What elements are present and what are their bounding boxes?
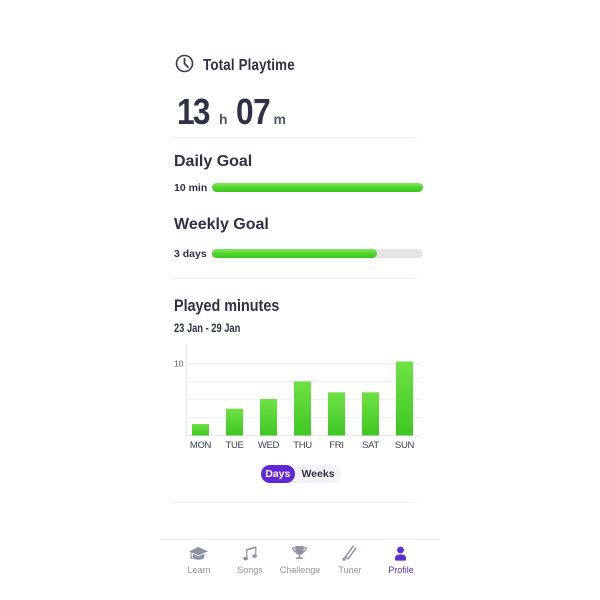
svg-text:10: 10 — [174, 359, 184, 369]
svg-text:TUE: TUE — [225, 440, 243, 451]
svg-text:FRI: FRI — [329, 440, 343, 451]
svg-text:THU: THU — [293, 440, 312, 451]
svg-text:SUN: SUN — [395, 440, 415, 451]
svg-text:WED: WED — [258, 440, 280, 451]
svg-text:SAT: SAT — [362, 440, 379, 451]
svg-text:MON: MON — [190, 440, 212, 451]
